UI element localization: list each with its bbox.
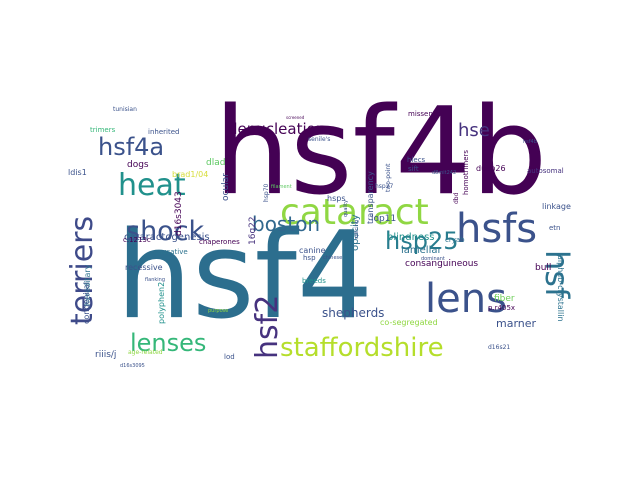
cloud-word: etn	[549, 224, 561, 232]
cloud-word: cataractogenesis	[124, 232, 210, 243]
cloud-word: causative	[154, 248, 188, 256]
cloud-word: hsf4b	[214, 97, 548, 222]
cloud-word: consanguineous	[405, 259, 479, 269]
cloud-word: senile's	[308, 136, 331, 143]
cloud-word: dusp26	[476, 164, 506, 173]
cloud-word: sift	[408, 165, 419, 173]
cloud-word: congenital	[82, 282, 91, 324]
cloud-word: polyphen2	[157, 281, 166, 324]
cloud-word: co-segregated	[380, 318, 438, 327]
cloud-word: tunisian	[113, 106, 137, 113]
cloud-word: lop11	[371, 214, 397, 224]
cloud-word: recessive	[125, 263, 163, 272]
cloud-word: d16s3095	[120, 363, 145, 369]
cloud-word: c.1213c	[123, 236, 151, 244]
cloud-word: trimers	[90, 126, 116, 134]
cloud-word: riiis/j	[95, 350, 117, 360]
cloud-word: hlecs	[407, 156, 426, 164]
cloud-word: denucleation	[228, 120, 326, 138]
cloud-word: alphab-crystallin	[556, 255, 565, 322]
cloud-word: breeds	[302, 277, 326, 285]
cloud-word: splicing	[354, 219, 360, 239]
cloud-word: hsf4	[116, 207, 374, 346]
cloud-word: boston	[252, 212, 321, 236]
cloud-word: d8mit242	[432, 170, 457, 176]
cloud-word: lamellar	[401, 245, 442, 256]
cloud-word: chaperones	[199, 238, 240, 246]
cloud-word: brad1/04	[172, 170, 209, 179]
cloud-word: 16q22	[248, 216, 258, 245]
cloud-word: ocular	[221, 173, 231, 201]
cloud-word: canine	[299, 246, 326, 255]
cloud-word: homotrimers	[462, 149, 470, 195]
word-cloud: hsf4b hsf4 cataract hsfs lens staffordshire sh…	[68, 97, 580, 373]
cloud-word: lod	[224, 353, 235, 361]
cloud-word: shepherds	[322, 306, 385, 320]
cloud-word: lens	[425, 276, 507, 322]
cloud-word: lenses	[130, 329, 207, 357]
cloud-word: shock	[126, 216, 205, 247]
cloud-word: inherited	[148, 128, 180, 136]
cloud-word: purpose	[208, 308, 229, 314]
cloud-word: dlad	[206, 158, 226, 168]
cloud-word: fiber	[494, 294, 515, 304]
cloud-word: bull	[535, 263, 552, 273]
cloud-word: age-related	[128, 349, 163, 356]
cloud-word: quality	[343, 199, 349, 217]
cloud-word: flanking	[145, 277, 166, 283]
cloud-word: staffordshire	[280, 333, 444, 363]
cloud-word: hsps	[327, 194, 346, 203]
cloud-word: heat	[118, 168, 186, 203]
cloud-word: blindness	[387, 232, 435, 243]
cloud-word: hsf2	[250, 294, 285, 359]
cloud-word: hsp25	[385, 227, 459, 255]
cloud-word: hsp70	[263, 183, 270, 202]
cloud-word: linkage	[542, 202, 571, 211]
cloud-word: filament	[271, 184, 292, 190]
cloud-word: missense	[408, 110, 441, 118]
cloud-word: dominant	[421, 256, 445, 262]
cloud-word: marner	[496, 317, 537, 330]
cloud-word: hse	[458, 120, 490, 141]
cloud-word: p.r405x	[488, 304, 516, 312]
cloud-word: ldis1	[68, 168, 87, 177]
cloud-word: cataract	[280, 192, 429, 233]
cloud-word: autosomal	[527, 167, 564, 175]
cloud-word: hsf4a	[98, 133, 165, 161]
cloud-word: dogs	[127, 160, 149, 170]
cloud-word: hsfs	[456, 206, 538, 252]
cloud-word: hsf4b	[523, 139, 537, 145]
cloud-word: dbd	[453, 192, 460, 204]
cloud-word: d16s3043	[174, 191, 184, 236]
cloud-word: cryab	[445, 236, 465, 244]
cloud-word: screened	[286, 115, 305, 120]
cloud-word: hsp	[303, 254, 316, 262]
cloud-word: chinese	[323, 255, 343, 261]
cloud-word: hsp27	[375, 183, 394, 190]
cloud-word: d16s21	[488, 344, 511, 351]
